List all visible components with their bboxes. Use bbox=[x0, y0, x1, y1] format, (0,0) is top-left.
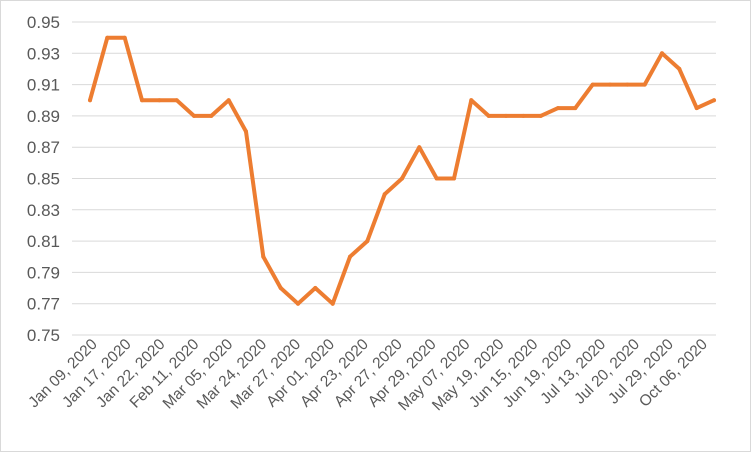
data-point bbox=[209, 113, 214, 118]
data-point bbox=[538, 113, 543, 118]
data-point bbox=[556, 106, 560, 111]
data-point bbox=[365, 239, 370, 244]
data-point bbox=[122, 35, 127, 40]
y-tick-label: 0.75 bbox=[27, 326, 60, 345]
data-point bbox=[140, 98, 144, 103]
gridlines bbox=[72, 21, 716, 305]
data-point bbox=[625, 82, 630, 87]
data-point bbox=[244, 129, 248, 134]
y-axis-ticks: 0.75 0.77 0.79 0.81 0.83 0.85 0.87 0.89 0.91 0.93… bbox=[27, 13, 60, 345]
data-point bbox=[434, 176, 439, 181]
data-point bbox=[469, 98, 474, 103]
series-line-0 bbox=[88, 35, 716, 306]
data-point bbox=[382, 192, 387, 197]
data-point bbox=[694, 106, 699, 111]
data-point bbox=[88, 98, 92, 103]
data-point bbox=[417, 145, 422, 150]
data-point bbox=[348, 254, 352, 259]
data-point bbox=[452, 176, 456, 181]
data-point bbox=[660, 51, 664, 56]
data-point bbox=[573, 106, 578, 111]
data-point bbox=[677, 66, 682, 71]
data-point bbox=[174, 98, 179, 103]
y-tick-label: 0.85 bbox=[27, 170, 60, 189]
data-point bbox=[296, 301, 300, 306]
data-point bbox=[226, 98, 231, 103]
y-tick-label: 0.93 bbox=[27, 44, 60, 63]
data-point bbox=[278, 286, 283, 290]
series bbox=[88, 35, 716, 306]
data-point bbox=[504, 113, 508, 118]
data-point bbox=[330, 301, 335, 306]
data-point bbox=[712, 98, 716, 103]
data-point bbox=[400, 176, 404, 181]
data-point bbox=[590, 82, 595, 87]
y-tick-label: 0.79 bbox=[27, 263, 60, 282]
data-point bbox=[521, 113, 526, 118]
data-point bbox=[261, 254, 266, 259]
data-point bbox=[157, 98, 162, 103]
y-tick-label: 0.91 bbox=[27, 76, 60, 95]
data-point bbox=[486, 113, 491, 118]
data-point bbox=[608, 82, 612, 87]
y-tick-label: 0.81 bbox=[27, 232, 60, 251]
data-point bbox=[313, 286, 318, 290]
data-point bbox=[642, 82, 647, 87]
y-tick-label: 0.83 bbox=[27, 201, 60, 220]
data-point bbox=[105, 35, 110, 40]
y-tick-label: 0.89 bbox=[27, 107, 60, 126]
data-point bbox=[192, 113, 196, 118]
y-tick-label: 0.77 bbox=[27, 295, 60, 314]
y-tick-label: 0.95 bbox=[27, 13, 60, 32]
y-tick-label: 0.87 bbox=[27, 138, 60, 157]
